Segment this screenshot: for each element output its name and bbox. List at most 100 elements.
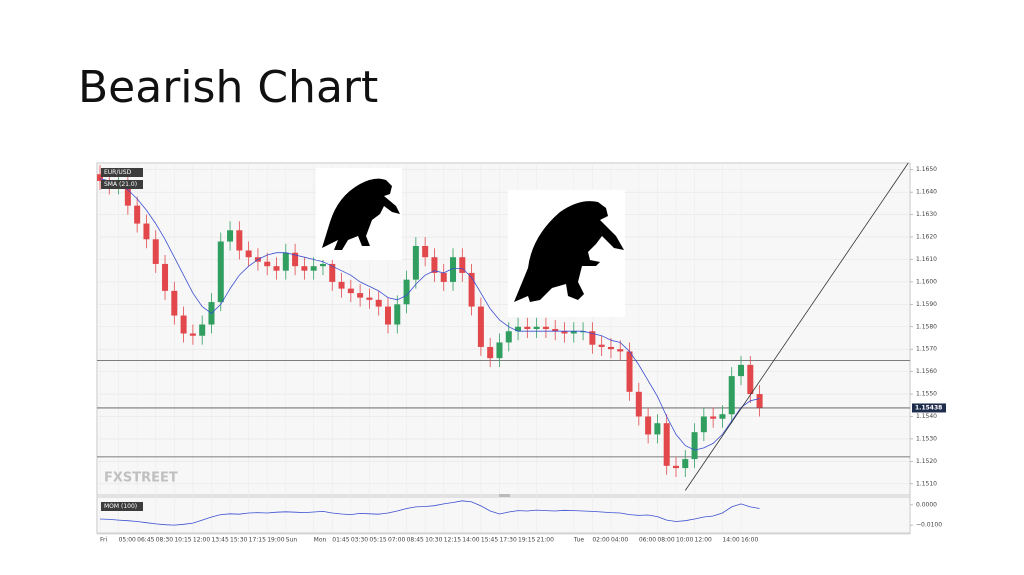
candle-body [542, 326, 549, 329]
candle-body [607, 346, 614, 350]
candle-body [431, 257, 438, 273]
candle-body [756, 394, 763, 408]
candle-body [143, 223, 150, 240]
candle-body [171, 290, 178, 316]
candle-body [617, 349, 624, 352]
x-tick-label: 17:30 [499, 537, 516, 544]
x-tick-label: 21:00 [537, 537, 554, 544]
y-tick-label: 1.1640 [916, 189, 937, 196]
y-tick-label: 1.1510 [916, 480, 937, 487]
legend-label: SMA (21.0) [104, 181, 137, 188]
slide-title: Bearish Chart [78, 62, 378, 113]
y-tick-label: 1.1610 [916, 256, 937, 263]
candle-body [496, 342, 503, 359]
candle-body [450, 257, 457, 282]
candle-body [152, 239, 159, 264]
y-tick-label: 1.1540 [916, 413, 937, 420]
legend-tag [101, 502, 143, 511]
x-tick-label: 10:15 [174, 537, 191, 544]
y-tick-label: 1.1630 [916, 211, 937, 218]
y-tick-label: 0.0000 [916, 501, 937, 508]
candle-body [580, 331, 587, 333]
candle-body [524, 326, 531, 329]
y-tick-label: 1.1590 [916, 301, 937, 308]
candle-body [459, 257, 466, 273]
x-tick-label: 06:45 [137, 537, 154, 544]
x-tick-label: 03:30 [351, 537, 368, 544]
x-tick-label: 04:00 [611, 537, 628, 544]
x-tick-label: 12:15 [444, 537, 461, 544]
candle-body [719, 414, 726, 419]
candle-body [273, 266, 280, 271]
candle-body [357, 293, 364, 298]
x-tick-label: 08:45 [407, 537, 424, 544]
bear-small [316, 168, 402, 260]
candle-body [310, 266, 317, 271]
candle-body [598, 344, 605, 347]
x-tick-label: 10:30 [425, 537, 442, 544]
legend-label: EUR/USD [104, 169, 132, 176]
candle-body [189, 333, 196, 336]
candle-body [422, 246, 429, 258]
candle-body [672, 465, 679, 469]
bear-silhouette [322, 178, 400, 250]
x-tick-label: 15:45 [481, 537, 498, 544]
x-tick-label: 01:45 [332, 537, 349, 544]
candle-body [663, 423, 670, 466]
legend-tag [101, 168, 143, 177]
x-tick-label: 07:00 [388, 537, 405, 544]
candle-body [505, 331, 512, 343]
candle-body [552, 329, 559, 332]
y-tick-label: 1.1530 [916, 435, 937, 442]
candle-body [515, 326, 522, 332]
candle-body [384, 306, 391, 325]
momentum-line [99, 500, 760, 526]
last-price-box [912, 403, 946, 413]
candle-body [282, 252, 289, 271]
candle-body [264, 261, 271, 267]
x-tick-label: Mon [314, 537, 327, 544]
y-tick-label: 1.1580 [916, 323, 937, 330]
candle-body [487, 346, 494, 359]
candle-body [329, 263, 336, 282]
sma-line [99, 178, 760, 451]
candle-body [477, 306, 484, 347]
x-tick-label: 19:15 [518, 537, 535, 544]
y-tick-label: 1.1600 [916, 278, 937, 285]
x-tick-label: 14:00 [462, 537, 479, 544]
candle-body [710, 416, 717, 419]
candle-body [227, 230, 234, 242]
y-tick-label: 1.1570 [916, 346, 937, 353]
candle-body [338, 281, 345, 289]
x-tick-label: 13:45 [211, 537, 228, 544]
candle-body [635, 391, 642, 417]
candle-body [728, 376, 735, 415]
y-tick-label: 1.1560 [916, 368, 937, 375]
candle-body [162, 263, 169, 291]
candle-body [245, 250, 252, 258]
x-tick-label: 08:30 [156, 537, 173, 544]
candle-body [236, 230, 243, 251]
candle-body [626, 351, 633, 392]
candle-body [682, 459, 689, 469]
legend-label: MOM (100) [104, 503, 137, 510]
candle-body [747, 364, 754, 395]
candle-body [468, 272, 475, 307]
y-tick-label: 1.1620 [916, 234, 937, 241]
x-tick-label: Tue [573, 537, 585, 544]
last-price-label: 1.15438 [915, 404, 942, 411]
x-tick-label: 08:00 [657, 537, 674, 544]
candle-body [347, 288, 354, 294]
watermark: FXSTREET [104, 471, 178, 486]
candle-body [375, 299, 382, 307]
x-tick-label: 17:15 [249, 537, 266, 544]
chart-layer: 1.1510 1.1520 1.1530 1.1540 1.1550 1.1560 1.15… [96, 162, 946, 544]
x-tick-label: 16:00 [741, 537, 758, 544]
y-tick-label: 1.1650 [916, 166, 937, 173]
x-tick-label: 14:00 [722, 537, 739, 544]
candle-body [319, 263, 326, 267]
x-tick-label: 12:00 [193, 537, 210, 544]
candle-body [654, 423, 661, 435]
candle-body [700, 416, 707, 433]
